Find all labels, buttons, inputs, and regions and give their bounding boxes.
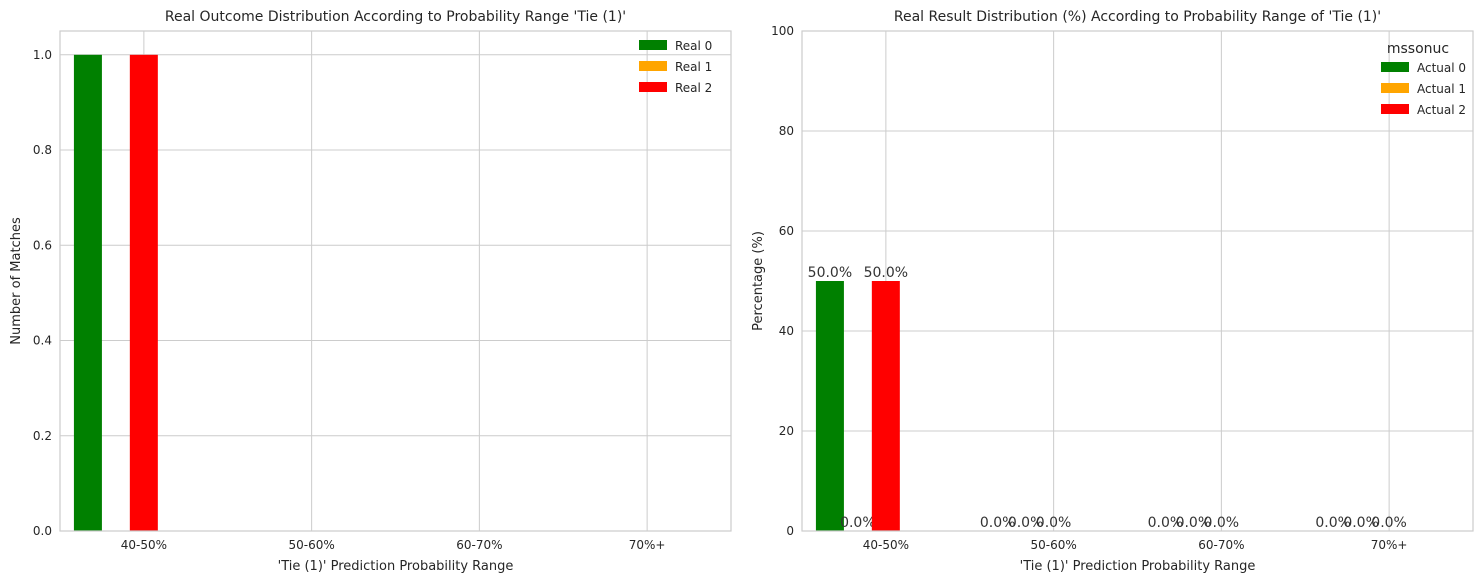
- legend-swatch: [639, 61, 667, 71]
- chart-panel-2: 0 20 40 60 80 100 40-50% 50-60% 60-70% 70%+ 50.0% 0…: [751, 9, 1474, 574]
- legend: mssonuc Actual 0 Actual 1 Actual 2: [1381, 41, 1466, 117]
- legend-label: Real 1: [675, 60, 712, 74]
- bar-real-0: [73, 54, 102, 532]
- y-tick-label: 1.0: [33, 48, 52, 62]
- chart-title: Real Result Distribution (%) According t…: [894, 9, 1381, 25]
- bar-data-label: 50.0%: [808, 265, 852, 281]
- x-tick-label: 60-70%: [456, 538, 502, 552]
- x-tick-label: 50-60%: [288, 538, 334, 552]
- plot-area: [60, 31, 731, 531]
- x-tick-label: 70%+: [629, 538, 666, 552]
- bar-data-label: 0.0%: [1315, 515, 1351, 531]
- y-tick-label: 0.6: [33, 238, 52, 252]
- bar-actual-0: [815, 281, 844, 531]
- legend: Real 0 Real 1 Real 2: [639, 39, 712, 95]
- y-tick-label: 60: [779, 224, 794, 238]
- y-tick-label: 80: [779, 124, 794, 138]
- y-tick-label: 0: [786, 524, 794, 538]
- y-tick-label: 0.4: [33, 334, 52, 348]
- y-tick-label: 40: [779, 324, 794, 338]
- chart-title: Real Outcome Distribution According to P…: [165, 9, 626, 25]
- y-tick-label: 0.2: [33, 429, 52, 443]
- legend-label: Real 2: [675, 81, 712, 95]
- plot-frame: [801, 30, 1474, 532]
- legend-label: Real 0: [675, 39, 712, 53]
- legend-swatch: [1381, 104, 1409, 114]
- bar-actual-2: [871, 281, 900, 531]
- legend-swatch: [1381, 83, 1409, 93]
- x-axis-label: 'Tie (1)' Prediction Probability Range: [278, 559, 514, 574]
- y-tick-label: 100: [771, 24, 794, 38]
- bar-data-label: 0.0%: [1036, 515, 1072, 531]
- bar-data-label: 0.0%: [1176, 515, 1212, 531]
- legend-label: Actual 1: [1417, 82, 1466, 96]
- legend-swatch: [639, 82, 667, 92]
- plot-area: [802, 31, 1473, 531]
- y-axis-label: Number of Matches: [9, 217, 24, 345]
- bar-data-label: 0.0%: [840, 515, 876, 531]
- bar-data-label: 0.0%: [1204, 515, 1240, 531]
- y-tick-label: 0.8: [33, 143, 52, 157]
- bar-real-2: [129, 54, 158, 532]
- bar-data-label: 50.0%: [864, 265, 908, 281]
- legend-swatch: [639, 40, 667, 50]
- legend-swatch: [1381, 62, 1409, 72]
- y-tick-label: 0.0: [33, 524, 52, 538]
- x-axis-label: 'Tie (1)' Prediction Probability Range: [1020, 559, 1256, 574]
- plot-frame: [59, 30, 732, 532]
- bar-data-label: 0.0%: [1008, 515, 1044, 531]
- x-tick-label: 40-50%: [121, 538, 167, 552]
- legend-label: Actual 2: [1417, 103, 1466, 117]
- x-tick-label: 40-50%: [863, 538, 909, 552]
- x-tick-label: 60-70%: [1198, 538, 1244, 552]
- bar-data-label: 0.0%: [1148, 515, 1184, 531]
- bar-data-label: 0.0%: [980, 515, 1016, 531]
- bar-data-label: 0.0%: [1343, 515, 1379, 531]
- x-tick-label: 50-60%: [1030, 538, 1076, 552]
- chart-panel-1: 0.0 0.2 0.4 0.6 0.8 1.0 40-50% 50-60% 60-70% 70%+…: [9, 9, 732, 574]
- legend-title: mssonuc: [1387, 41, 1449, 57]
- y-axis-label: Percentage (%): [751, 231, 766, 331]
- legend-label: Actual 0: [1417, 61, 1466, 75]
- x-tick-label: 70%+: [1371, 538, 1408, 552]
- bar-data-label: 0.0%: [1371, 515, 1407, 531]
- y-tick-label: 20: [779, 424, 794, 438]
